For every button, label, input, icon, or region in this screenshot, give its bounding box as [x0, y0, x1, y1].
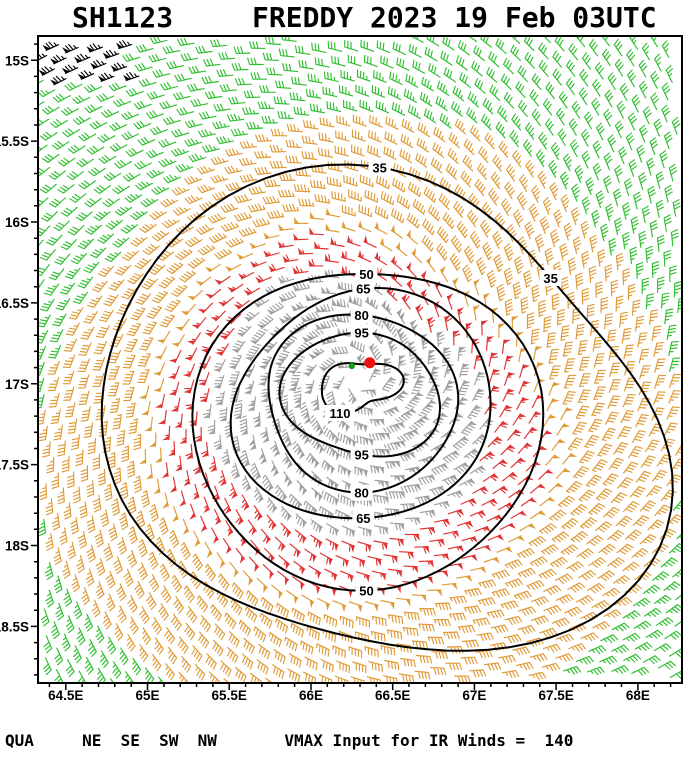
lat-tick-label: 15.5S — [0, 134, 29, 149]
chart-title: SH1123 FREDDY 2023 19 Feb 03UTC — [0, 0, 699, 34]
isotach-contours-layer — [100, 163, 674, 652]
lon-tick-label: 64.5E — [48, 688, 83, 702]
contour-label: 65 — [356, 511, 370, 526]
lon-tick-label: 66.5E — [375, 688, 410, 702]
contour-label: 80 — [354, 486, 368, 501]
center-dot-green — [348, 362, 355, 370]
lat-tick-label: 16S — [5, 215, 29, 230]
contour-label: 80 — [354, 308, 368, 323]
contour-label: 95 — [354, 448, 368, 463]
lon-tick-label: 66E — [299, 688, 323, 702]
lon-tick-label: 68E — [626, 688, 650, 702]
contour-label: 95 — [354, 326, 368, 341]
lat-tick-label: 15S — [5, 53, 29, 68]
axis-frame: 64.5E 65E 65.5E 66E 66.5E 67E 67.5E 68E 15S 15.5S… — [0, 35, 683, 702]
contour-label: 65 — [356, 282, 370, 297]
contour-label: 50 — [359, 584, 373, 599]
lat-tick-label: 17S — [5, 377, 29, 392]
contour-label: 50 — [359, 267, 373, 282]
lat-tick-label: 18.5S — [0, 619, 29, 634]
lon-tick-label: 67.5E — [538, 688, 573, 702]
contour-label: 35 — [372, 160, 386, 175]
center-dot-red — [364, 357, 376, 369]
contour-label: 35 — [543, 271, 557, 286]
footer-stats: QUA NE SE SW NW VMAX Input for IR Winds … — [5, 700, 641, 772]
storm-name-datetime: FREDDY 2023 19 Feb 03UTC — [252, 1, 657, 34]
wind-barbs-layer — [38, 36, 682, 683]
lon-tick-label: 65E — [135, 688, 159, 702]
lon-tick-label: 65.5E — [212, 688, 247, 702]
contour-label: 110 — [330, 406, 351, 421]
footer-line-quadrant-header: QUA NE SE SW NW VMAX Input for IR Winds … — [5, 730, 574, 750]
lon-tick-label: 67E — [462, 688, 486, 702]
storm-center-marker — [348, 357, 376, 370]
lat-tick-label: 17.5S — [0, 458, 29, 473]
lat-tick-label: 18S — [5, 539, 29, 554]
storm-id: SH1123 — [72, 1, 174, 34]
lat-tick-label: 16.5S — [0, 296, 29, 311]
axis-ticks — [31, 43, 672, 690]
